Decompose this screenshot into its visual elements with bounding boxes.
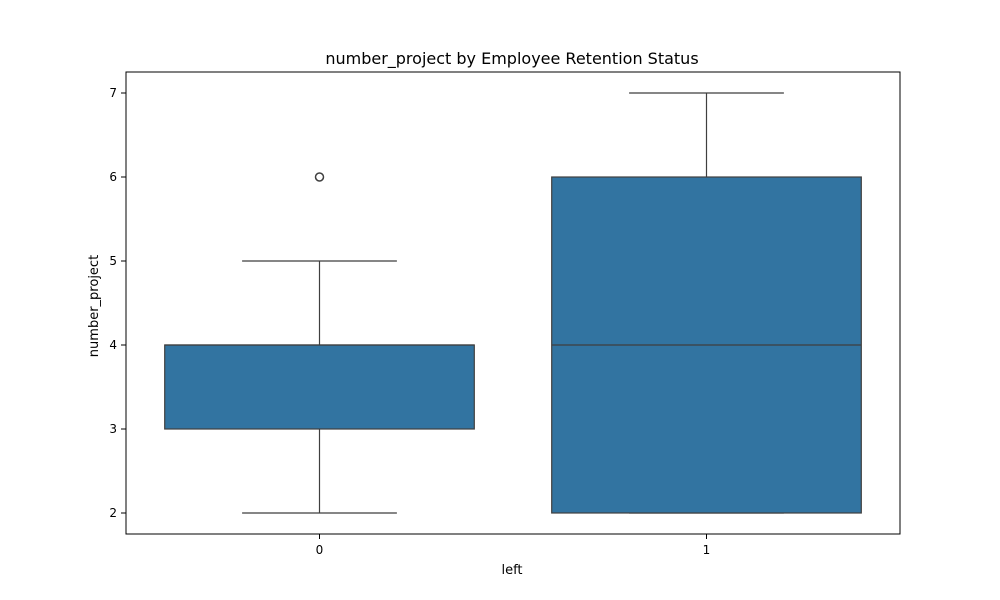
y-tick-label: 2 xyxy=(109,506,117,520)
y-axis-label: number_project xyxy=(87,255,102,357)
chart-title: number_project by Employee Retention Sta… xyxy=(325,49,698,69)
iqr-box xyxy=(164,344,475,430)
box-group-1 xyxy=(551,92,862,514)
plot-area-frame xyxy=(125,71,901,535)
y-tick-label: 7 xyxy=(109,86,117,100)
y-tick-label: 4 xyxy=(109,338,117,352)
box-group-0 xyxy=(164,172,475,514)
y-tick-label: 3 xyxy=(109,422,117,436)
x-tick-label: 1 xyxy=(703,543,711,557)
y-tick-label: 6 xyxy=(109,170,117,184)
y-tick-label: 5 xyxy=(109,254,117,268)
y-axis: 2 3 4 5 6 7 xyxy=(109,86,126,520)
x-axis-label: left xyxy=(501,563,522,578)
box-series xyxy=(164,92,862,514)
outlier-point xyxy=(314,172,325,182)
x-tick-label: 0 xyxy=(316,543,324,557)
